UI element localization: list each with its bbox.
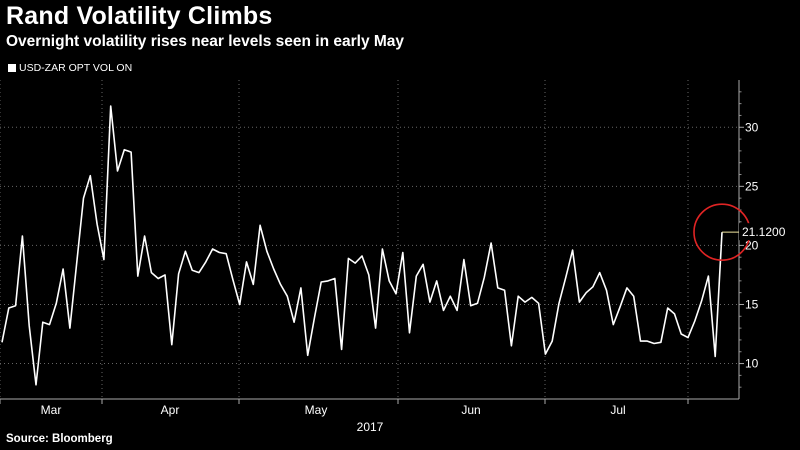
y-tick-label-10: 10 [745, 357, 759, 371]
y-tick-label-25: 25 [745, 179, 759, 193]
annotation-layer: 21.1200 [693, 203, 800, 261]
y-tick-label-30: 30 [745, 120, 759, 134]
legend-swatch [8, 64, 16, 72]
y-tick-label-15: 15 [745, 297, 759, 311]
x-tick-label-jun: Jun [461, 403, 480, 417]
x-tick-label-mar: Mar [41, 403, 62, 417]
x-tick-label-may: May [305, 403, 328, 417]
grid-layer [0, 80, 739, 399]
x-tick-label-jul: Jul [610, 403, 625, 417]
x-tick-label-apr: Apr [161, 403, 180, 417]
series-layer [1, 105, 723, 386]
chart-subtitle: Overnight volatility rises near levels s… [6, 33, 405, 50]
chart-title: Rand Volatility Climbs [6, 2, 273, 30]
x-axis-year-label: 2017 [357, 420, 384, 434]
last-value-label: 21.1200 [742, 225, 786, 239]
source-note: Source: Bloomberg [6, 433, 113, 445]
series-line-usd-zar-opt-vol-on [1, 105, 723, 386]
legend-label: USD-ZAR OPT VOL ON [19, 62, 133, 74]
last-value-box [739, 223, 800, 241]
chart-legend: USD-ZAR OPT VOL ON [8, 62, 132, 74]
